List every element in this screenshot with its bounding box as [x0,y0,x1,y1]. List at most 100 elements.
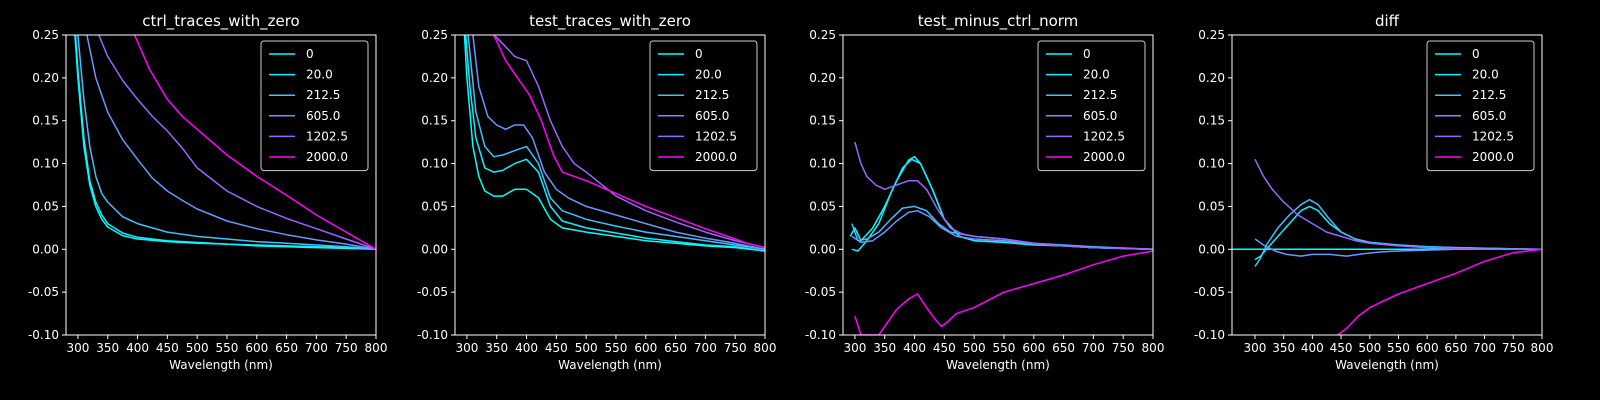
x-tick-label: 550 [993,341,1016,355]
legend-label: 0 [306,47,314,61]
legend: 0 20.0 212.5 605.0 1202.5 2000.0 [1037,40,1146,172]
series-line-4 [493,35,765,249]
x-tick-label: 450 [545,341,568,355]
x-tick-label: 350 [96,341,119,355]
x-axis-label: Wavelength (nm) [558,358,662,372]
series-line-1 [74,35,376,251]
y-tick-label: 0.10 [421,157,448,171]
y-tick-label: 0.20 [809,71,836,85]
legend-label: 212.5 [1472,88,1506,102]
legend-label: 605.0 [306,109,340,123]
x-tick-label: 450 [1330,341,1353,355]
x-tick-label: 800 [1531,341,1554,355]
legend-label: 20.0 [306,68,333,82]
legend-box [260,40,369,172]
x-tick-label: 400 [1301,341,1324,355]
plot-frame [65,34,377,336]
y-tick-label: 0.10 [32,157,59,171]
y-tick-label: 0.25 [32,28,59,42]
series-line-0 [74,35,376,251]
x-tick-label: 750 [335,341,358,355]
legend-label: 212.5 [306,88,340,102]
chart-title: ctrl_traces_with_zero [142,12,299,31]
legend-label: 2000.0 [1472,150,1514,164]
x-tick-label: 700 [1473,341,1496,355]
legend-box [649,40,758,172]
legend: 0 20.0 212.5 605.0 1202.5 2000.0 [649,40,758,172]
x-tick-label: 650 [1444,341,1467,355]
plot-frame [454,34,766,336]
x-tick-label: 750 [1502,341,1525,355]
legend-label: 605.0 [1083,109,1117,123]
legend-box [1426,40,1535,172]
legend: 0 20.0 212.5 605.0 1202.5 2000.0 [260,40,369,172]
x-tick-label: 500 [575,341,598,355]
x-tick-label: 550 [605,341,628,355]
series-line-2 [1254,198,1542,267]
x-tick-label: 700 [694,341,717,355]
x-tick-label: 700 [305,341,328,355]
chart-title: diff [1375,12,1400,30]
y-tick-label: 0.15 [809,114,836,128]
chart-panel-3: 300 350 400 450 500 550 600 650 700 750 800 -0.10 -0… [805,12,1165,372]
x-tick-label: 450 [156,341,179,355]
legend-label: 0 [695,47,703,61]
x-tick-label: 350 [485,341,508,355]
x-tick-label: 700 [1082,341,1105,355]
x-tick-label: 800 [754,341,777,355]
x-tick-label: 400 [126,341,149,355]
x-tick-label: 350 [1272,341,1295,355]
x-tick-label: 600 [1416,341,1439,355]
x-tick-label: 550 [216,341,239,355]
series-line-4 [854,141,1153,251]
x-tick-label: 500 [186,341,209,355]
series-group [463,35,765,252]
x-tick-label: 650 [1052,341,1075,355]
legend-label: 20.0 [695,68,722,82]
chart-title: test_minus_ctrl_norm [918,12,1079,31]
series-line-3 [1254,238,1542,257]
legend-label: 1202.5 [1472,129,1514,143]
x-tick-label: 750 [1112,341,1135,355]
chart-panel-2: 300 350 400 450 500 550 600 650 700 750 800 -0.10 -0… [417,12,777,372]
x-axis-label: Wavelength (nm) [1335,358,1439,372]
x-tick-label: 600 [634,341,657,355]
legend-label: 1202.5 [695,129,737,143]
legend-label: 2000.0 [1083,150,1125,164]
legend-label: 212.5 [695,88,729,102]
x-tick-label: 300 [1244,341,1267,355]
x-tick-label: 800 [1142,341,1165,355]
x-tick-label: 400 [903,341,926,355]
series-line-3 [472,35,765,251]
y-tick-label: -0.10 [1194,328,1225,342]
y-tick-label: 0.20 [32,71,59,85]
chart-title: test_traces_with_zero [529,12,691,31]
x-tick-label: 600 [1022,341,1045,355]
x-tick-label: 600 [245,341,268,355]
y-tick-label: 0.10 [809,157,836,171]
y-tick-label: 0.05 [1198,199,1225,213]
y-tick-label: 0.15 [32,114,59,128]
y-tick-label: 0.00 [809,242,836,256]
y-tick-label: -0.05 [28,285,59,299]
series-line-2 [77,35,376,251]
plot-frame [1231,34,1543,336]
legend-label: 1202.5 [306,129,348,143]
series-line-5 [1255,248,1542,335]
chart-panel-1: 300 350 400 450 500 550 600 650 700 750 800 -0.10 -0… [28,12,388,372]
x-tick-label: 300 [843,341,866,355]
x-tick-label: 350 [873,341,896,355]
legend-label: 20.0 [1472,68,1499,82]
y-tick-label: -0.05 [805,285,836,299]
legend-label: 212.5 [1083,88,1117,102]
y-tick-label: -0.05 [417,285,448,299]
x-tick-label: 800 [365,341,388,355]
y-tick-label: 0.05 [421,199,448,213]
y-tick-label: -0.05 [1194,285,1225,299]
legend-box [1037,40,1146,172]
series-line-5 [133,35,376,250]
series-line-0 [463,35,765,252]
y-tick-label: -0.10 [417,328,448,342]
y-tick-label: 0.10 [1198,157,1225,171]
